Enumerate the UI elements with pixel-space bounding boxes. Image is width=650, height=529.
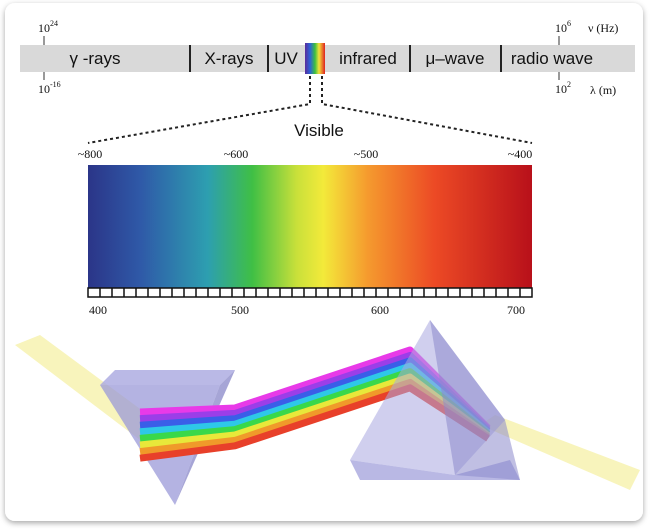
visible-bar — [305, 43, 325, 74]
band-label: μ–wave — [426, 49, 485, 68]
top-scale-label: ~500 — [354, 147, 379, 161]
top-scale-label: ~600 — [224, 147, 249, 161]
visible-label: Visible — [294, 121, 344, 140]
bottom-scale-label: 500 — [231, 303, 249, 317]
wavelength-right: 102 — [555, 80, 571, 96]
band-separators — [189, 45, 502, 72]
band-label: X-rays — [204, 49, 253, 68]
bottom-scale-label: 700 — [507, 303, 525, 317]
prism-illustration — [15, 320, 640, 505]
wavelength-left: 10-16 — [38, 80, 61, 96]
top-scale-label: ~400 — [508, 147, 533, 161]
band-label: infrared — [339, 49, 397, 68]
spectrum — [88, 165, 532, 288]
frequency-left: 1024 — [38, 19, 58, 35]
base: 10 — [555, 82, 567, 96]
bottom-scale-label: 400 — [89, 303, 107, 317]
band-label: γ -rays — [70, 49, 121, 68]
frequency-unit: ν (Hz) — [588, 21, 618, 35]
band-label: UV — [274, 49, 298, 68]
base: 10 — [38, 82, 50, 96]
top-scale-label: ~800 — [78, 147, 103, 161]
zoom-lines — [87, 76, 533, 144]
base: 10 — [38, 21, 50, 35]
wavelength-unit: λ (m) — [590, 83, 616, 97]
exponent: -16 — [50, 80, 61, 89]
exponent: 24 — [50, 19, 58, 28]
ruler — [87, 287, 533, 298]
base: 10 — [555, 21, 567, 35]
band-bar — [20, 45, 635, 72]
frequency-right: 106 — [555, 19, 571, 35]
exponent: 2 — [567, 80, 571, 89]
exponent: 6 — [567, 19, 571, 28]
band-label: radio wave — [511, 49, 593, 68]
axis-ticks — [43, 36, 560, 80]
bottom-scale-label: 600 — [371, 303, 389, 317]
